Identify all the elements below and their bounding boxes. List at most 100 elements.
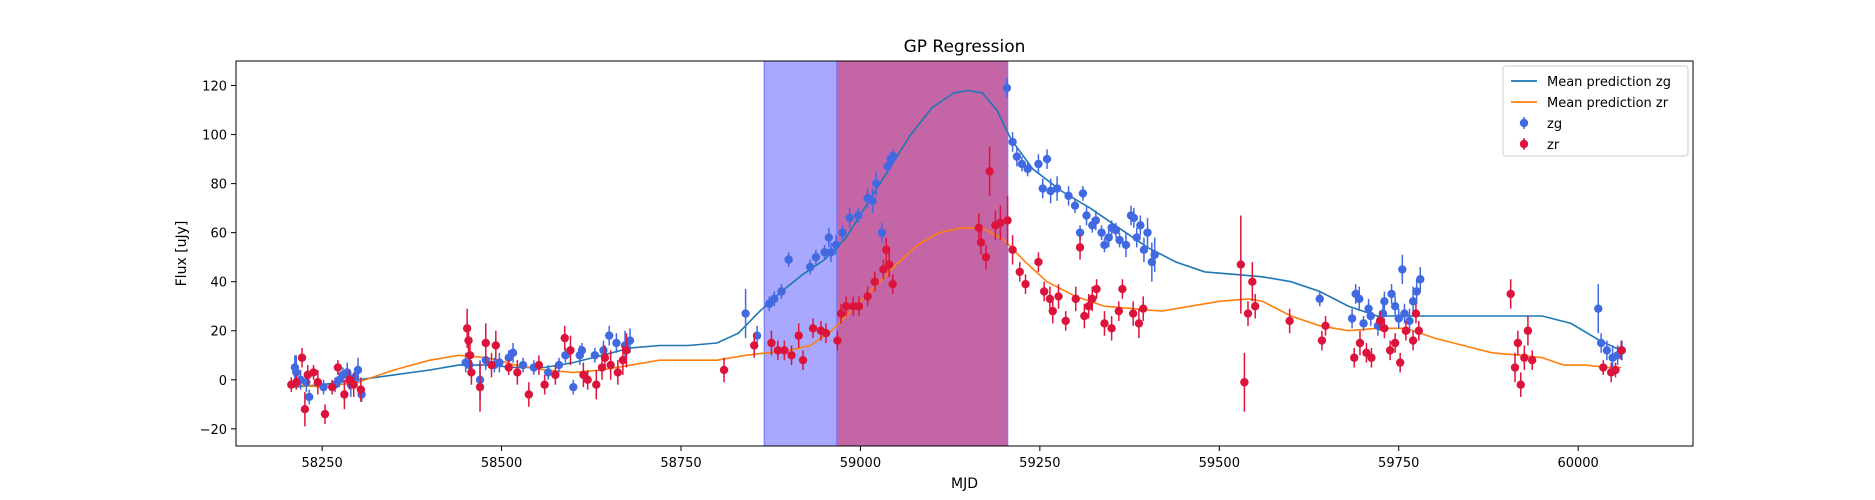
legend-label: Mean prediction zr: [1547, 96, 1669, 111]
data-point: [1078, 189, 1088, 198]
data-point: [1355, 338, 1365, 348]
data-point: [1414, 326, 1424, 335]
legend-label: Mean prediction zg: [1547, 75, 1671, 90]
data-point: [1143, 228, 1152, 237]
axes: 58250 58500 58750 59000 59250 59500 59750 60000…: [200, 80, 1599, 471]
data-point: [870, 277, 879, 286]
data-point: [356, 385, 366, 394]
data-point: [302, 378, 311, 387]
data-point: [770, 294, 779, 304]
data-point: [462, 324, 472, 333]
data-point: [1023, 164, 1032, 174]
y-tick-label: 120: [202, 80, 227, 95]
data-point: [613, 368, 623, 377]
data-point: [1052, 184, 1062, 193]
data-point: [1510, 363, 1520, 372]
data-point: [1240, 378, 1249, 387]
data-point: [1248, 277, 1257, 286]
data-point: [976, 238, 986, 247]
data-point: [1084, 302, 1093, 311]
data-point: [836, 309, 846, 318]
data-point: [1121, 240, 1131, 250]
data-point: [889, 152, 898, 161]
data-point: [1048, 306, 1057, 316]
data-point: [560, 333, 569, 343]
data-point: [1378, 309, 1388, 318]
data-point: [1408, 336, 1418, 345]
data-point: [540, 380, 549, 389]
data-point: [1243, 309, 1253, 318]
y-tick-label: 40: [210, 276, 227, 291]
legend-label: zr: [1547, 138, 1560, 153]
data-point: [353, 365, 363, 375]
data-point: [882, 245, 891, 255]
data-point: [1347, 314, 1357, 323]
data-point: [504, 363, 513, 372]
data-point: [849, 302, 858, 311]
data-point: [1412, 287, 1421, 296]
y-tick-label: −20: [200, 423, 227, 438]
data-point: [319, 382, 328, 392]
data-point: [605, 331, 614, 340]
data-point: [1092, 284, 1101, 294]
y-axis-title: Flux [uJy]: [174, 221, 190, 287]
y-tick-label: 0: [219, 374, 227, 389]
data-point: [327, 382, 337, 392]
data-point: [879, 265, 888, 274]
data-point: [1366, 311, 1375, 321]
data-point: [1528, 355, 1537, 365]
data-point: [566, 346, 575, 355]
data-point: [1513, 338, 1523, 348]
data-point: [597, 363, 607, 372]
data-point: [1015, 267, 1024, 277]
data-point: [599, 346, 608, 355]
x-axis-title: MJD: [951, 476, 978, 492]
data-point: [1380, 324, 1389, 333]
data-point: [1416, 275, 1425, 284]
data-point: [811, 252, 821, 262]
data-point: [1390, 302, 1400, 311]
data-point: [1398, 265, 1407, 274]
legend-label: zg: [1547, 117, 1562, 132]
data-point: [784, 255, 793, 264]
data-point: [544, 368, 553, 377]
data-point: [841, 302, 851, 311]
data-point: [1071, 294, 1080, 304]
data-point: [1128, 309, 1138, 318]
data-point: [513, 368, 522, 377]
data-point: [833, 336, 842, 345]
data-point: [845, 213, 854, 223]
data-point: [1359, 319, 1368, 328]
data-point: [292, 368, 301, 377]
data-point: [981, 252, 991, 262]
data-point: [612, 338, 621, 348]
data-point: [1012, 152, 1022, 161]
data-point: [1021, 279, 1030, 289]
data-point: [1523, 326, 1533, 335]
data-point: [1139, 245, 1149, 255]
data-point: [1400, 309, 1409, 318]
legend-point-swatch: [1519, 139, 1529, 149]
data-point: [773, 346, 783, 355]
plot-area: [287, 61, 1627, 446]
y-tick-label: 100: [202, 129, 227, 144]
y-tick-label: 20: [210, 325, 227, 340]
data-point: [1385, 346, 1395, 355]
x-tick-label: 59250: [1019, 456, 1060, 471]
data-point: [554, 360, 564, 370]
data-point: [467, 368, 476, 377]
data-point: [313, 378, 323, 387]
data-point: [1008, 137, 1017, 147]
data-point: [1003, 216, 1012, 225]
data-point: [1401, 326, 1411, 335]
data-point: [1017, 159, 1027, 169]
data-point: [1111, 226, 1121, 235]
data-point: [1375, 316, 1385, 326]
data-point: [794, 331, 803, 340]
data-point: [777, 287, 786, 296]
data-point: [300, 405, 310, 414]
data-point: [534, 360, 544, 370]
data-point: [551, 370, 560, 380]
data-point: [1395, 358, 1405, 367]
